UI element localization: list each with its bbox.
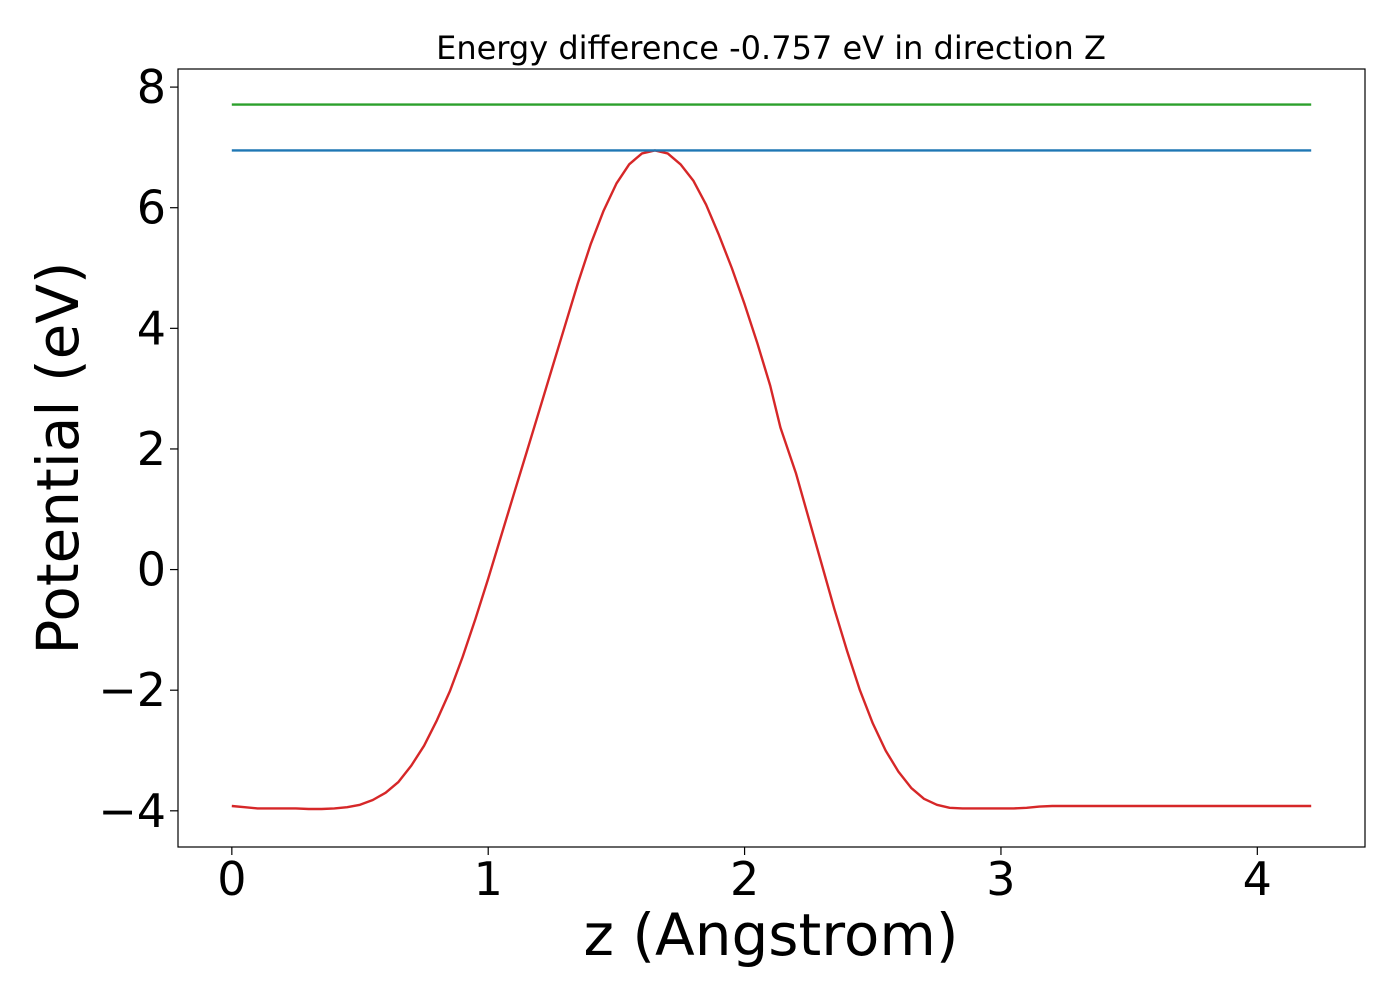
series-line-0: [231, 149, 1312, 811]
y-tick-label: −4: [98, 784, 166, 838]
y-tick-label: 0: [137, 543, 166, 597]
plot-frame: [177, 68, 1366, 848]
y-tick-label: 6: [137, 181, 166, 235]
y-tick-label: −2: [98, 663, 166, 717]
x-tick-label: 2: [730, 852, 759, 906]
x-axis: 0 1 2 3 4: [217, 847, 1272, 906]
y-tick-label: 2: [137, 422, 166, 476]
x-tick-label: 0: [217, 852, 246, 906]
x-tick-label: 4: [1243, 852, 1272, 906]
chart-title: Energy difference -0.757 eV in direction…: [436, 29, 1106, 67]
y-tick-label: 4: [137, 301, 166, 355]
series-layer: [231, 103, 1312, 811]
x-axis-label: z (Angstrom): [584, 901, 959, 969]
x-tick-label: 3: [986, 852, 1015, 906]
x-tick-label: 1: [474, 852, 503, 906]
y-axis-label: Potential (eV): [24, 261, 92, 654]
y-tick-label: 8: [137, 60, 166, 114]
y-axis: −4 −2 0 2 4 6 8: [98, 60, 178, 838]
